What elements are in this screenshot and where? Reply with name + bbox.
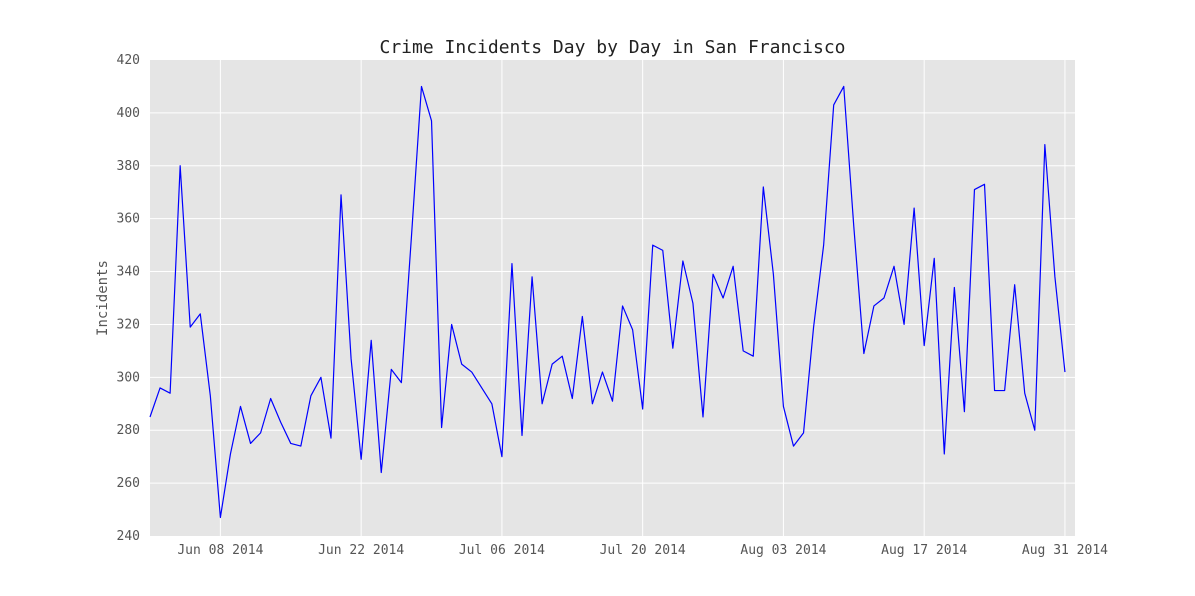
y-tick-label: 320 bbox=[117, 317, 140, 332]
y-tick-label: 300 bbox=[117, 370, 140, 385]
y-axis-label: Incidents bbox=[95, 260, 111, 336]
y-tick-label: 400 bbox=[117, 106, 140, 121]
y-tick-label: 260 bbox=[117, 476, 140, 491]
x-axis-ticks: Jun 08 2014 Jun 22 2014 Jul 06 2014 Jul 20 … bbox=[177, 543, 1108, 558]
x-tick-label: Aug 03 2014 bbox=[740, 543, 826, 558]
x-tick-label: Jun 22 2014 bbox=[318, 543, 404, 558]
y-tick-label: 280 bbox=[117, 423, 140, 438]
y-tick-label: 360 bbox=[117, 212, 140, 227]
y-tick-label: 380 bbox=[117, 159, 140, 174]
incidents-line bbox=[149, 85, 1066, 519]
x-tick-label: Jul 06 2014 bbox=[459, 543, 545, 558]
y-axis-ticks: 240 260 280 300 320 340 360 380 400 420 bbox=[117, 53, 140, 544]
x-tick-label: Aug 31 2014 bbox=[1022, 543, 1108, 558]
y-tick-label: 340 bbox=[117, 265, 140, 280]
x-tick-label: Jun 08 2014 bbox=[177, 543, 263, 558]
y-tick-label: 420 bbox=[117, 53, 140, 68]
series-layer bbox=[149, 85, 1066, 519]
chart-title: Crime Incidents Day by Day in San Franci… bbox=[380, 37, 846, 58]
x-tick-label: Jul 20 2014 bbox=[600, 543, 686, 558]
y-tick-label: 240 bbox=[117, 529, 140, 544]
x-tick-label: Aug 17 2014 bbox=[881, 543, 967, 558]
